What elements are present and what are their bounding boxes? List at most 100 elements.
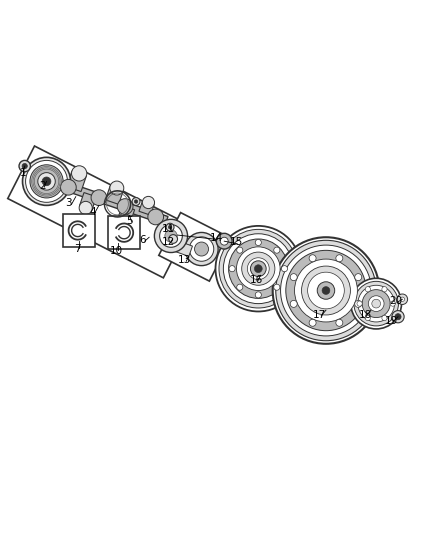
Text: 19: 19 xyxy=(385,316,398,326)
Circle shape xyxy=(216,233,232,249)
Circle shape xyxy=(255,292,261,298)
Circle shape xyxy=(25,160,67,203)
Polygon shape xyxy=(8,146,190,278)
Circle shape xyxy=(71,166,87,181)
Circle shape xyxy=(194,242,208,256)
Circle shape xyxy=(336,319,343,326)
Circle shape xyxy=(30,165,63,198)
Circle shape xyxy=(42,177,51,185)
Text: 2: 2 xyxy=(39,181,46,191)
Circle shape xyxy=(309,255,316,262)
Polygon shape xyxy=(56,180,168,225)
Text: 10: 10 xyxy=(110,246,123,256)
Circle shape xyxy=(317,282,335,299)
Circle shape xyxy=(354,281,399,326)
Text: 4: 4 xyxy=(89,207,95,217)
Text: 7: 7 xyxy=(74,244,81,254)
Circle shape xyxy=(117,199,133,214)
Text: 3: 3 xyxy=(65,198,72,208)
Circle shape xyxy=(372,299,381,308)
Circle shape xyxy=(237,247,243,253)
Circle shape xyxy=(368,296,384,311)
Circle shape xyxy=(390,301,396,306)
Circle shape xyxy=(273,237,379,344)
Text: 18: 18 xyxy=(359,310,372,319)
Polygon shape xyxy=(106,186,124,204)
Circle shape xyxy=(309,319,316,326)
Text: 6: 6 xyxy=(139,235,146,245)
Circle shape xyxy=(276,240,376,341)
Circle shape xyxy=(355,301,362,308)
Circle shape xyxy=(281,245,371,336)
Circle shape xyxy=(223,234,293,304)
Text: 14: 14 xyxy=(210,233,223,243)
Polygon shape xyxy=(118,206,134,222)
Circle shape xyxy=(290,273,297,281)
Circle shape xyxy=(255,239,261,246)
Circle shape xyxy=(362,289,390,318)
Circle shape xyxy=(219,229,297,308)
Polygon shape xyxy=(159,213,231,281)
Circle shape xyxy=(132,198,140,205)
Circle shape xyxy=(110,181,124,195)
Circle shape xyxy=(22,157,71,205)
Circle shape xyxy=(301,266,350,315)
Circle shape xyxy=(247,258,269,280)
Bar xyxy=(63,214,95,247)
Circle shape xyxy=(290,301,297,308)
Circle shape xyxy=(274,284,280,290)
Circle shape xyxy=(336,255,343,262)
Circle shape xyxy=(215,226,301,311)
Polygon shape xyxy=(139,200,154,215)
Circle shape xyxy=(242,252,275,285)
Polygon shape xyxy=(170,239,192,256)
Circle shape xyxy=(355,273,362,281)
Circle shape xyxy=(237,247,280,290)
Circle shape xyxy=(159,224,182,247)
Circle shape xyxy=(357,301,362,306)
Circle shape xyxy=(294,259,357,322)
Bar xyxy=(108,216,141,249)
Circle shape xyxy=(185,232,218,265)
Circle shape xyxy=(79,201,92,214)
Circle shape xyxy=(365,316,371,321)
Circle shape xyxy=(397,294,408,304)
Circle shape xyxy=(282,265,288,272)
Circle shape xyxy=(38,173,55,190)
Circle shape xyxy=(358,285,395,322)
Text: 16: 16 xyxy=(250,274,263,285)
Circle shape xyxy=(165,230,177,242)
Circle shape xyxy=(220,237,228,245)
Circle shape xyxy=(154,220,187,253)
Circle shape xyxy=(229,239,288,298)
Circle shape xyxy=(118,214,131,227)
Text: 20: 20 xyxy=(389,296,403,306)
Circle shape xyxy=(237,284,243,290)
Circle shape xyxy=(189,237,214,261)
Circle shape xyxy=(274,247,280,253)
Text: 13: 13 xyxy=(177,255,191,265)
Circle shape xyxy=(229,265,235,272)
Text: 17: 17 xyxy=(313,310,326,319)
Circle shape xyxy=(19,160,30,172)
Circle shape xyxy=(91,190,107,206)
Circle shape xyxy=(60,180,76,195)
Circle shape xyxy=(166,223,174,231)
Circle shape xyxy=(392,311,404,323)
Circle shape xyxy=(168,225,172,229)
Text: 12: 12 xyxy=(162,238,175,247)
Circle shape xyxy=(382,287,387,292)
Text: 1: 1 xyxy=(20,168,27,177)
Circle shape xyxy=(169,235,177,244)
Polygon shape xyxy=(67,171,86,191)
Circle shape xyxy=(322,287,330,294)
Circle shape xyxy=(400,297,405,302)
Circle shape xyxy=(395,313,401,320)
Circle shape xyxy=(251,261,266,277)
Text: 5: 5 xyxy=(126,216,133,225)
Circle shape xyxy=(382,316,387,321)
Polygon shape xyxy=(80,192,96,210)
Circle shape xyxy=(148,209,163,225)
Circle shape xyxy=(22,164,27,169)
Circle shape xyxy=(365,287,371,292)
